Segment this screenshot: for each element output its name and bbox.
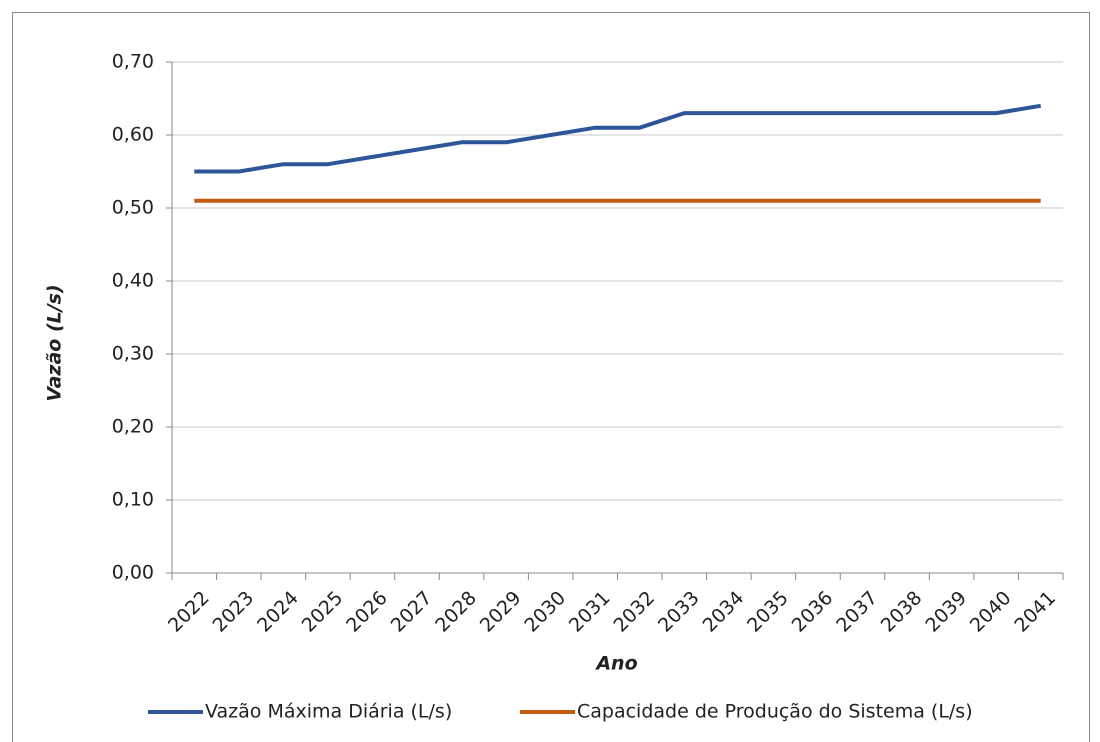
x-axis-label: Ano [594,653,637,675]
x-tick-label: 2023 [208,587,258,637]
x-tick-label: 2034 [699,587,749,637]
chart-border [12,12,1090,742]
x-tick-label: 2031 [565,587,615,637]
y-tick-label: 0,20 [112,416,154,438]
x-tick-label: 2037 [832,587,882,637]
legend-label: Capacidade de Produção do Sistema (L/s) [577,701,973,723]
y-axis-label: Vazão (L/s) [44,284,66,401]
x-tick-label: 2030 [520,587,570,637]
x-tick-label: 2035 [743,587,793,637]
y-tick-label: 0,00 [112,562,154,584]
y-tick-label: 0,60 [112,124,154,146]
x-tick-label: 2024 [253,587,303,637]
line-series [194,103,1042,174]
x-tick-label: 2022 [164,587,214,637]
x-tick-label: 2029 [476,587,526,637]
x-tick-label: 2038 [877,587,927,637]
x-tick-label: 2039 [921,587,971,637]
y-tick-label: 0,10 [112,489,154,511]
x-tick-label: 2027 [387,587,437,637]
legend-label: Vazão Máxima Diária (L/s) [205,701,452,723]
y-tick-label: 0,50 [112,197,154,219]
y-tick-label: 0,40 [112,270,154,292]
x-tick-label: 2032 [609,587,659,637]
x-tick-label: 2041 [1010,587,1060,637]
x-tick-label: 2028 [431,587,481,637]
x-tick-label: 2025 [298,587,348,637]
x-tick-label: 2036 [788,587,838,637]
x-tick-label: 2033 [654,587,704,637]
x-tick-label: 2026 [342,587,392,637]
y-tick-label: 0,30 [112,343,154,365]
x-tick-label: 2040 [966,587,1016,637]
y-tick-label: 0,70 [112,51,154,73]
